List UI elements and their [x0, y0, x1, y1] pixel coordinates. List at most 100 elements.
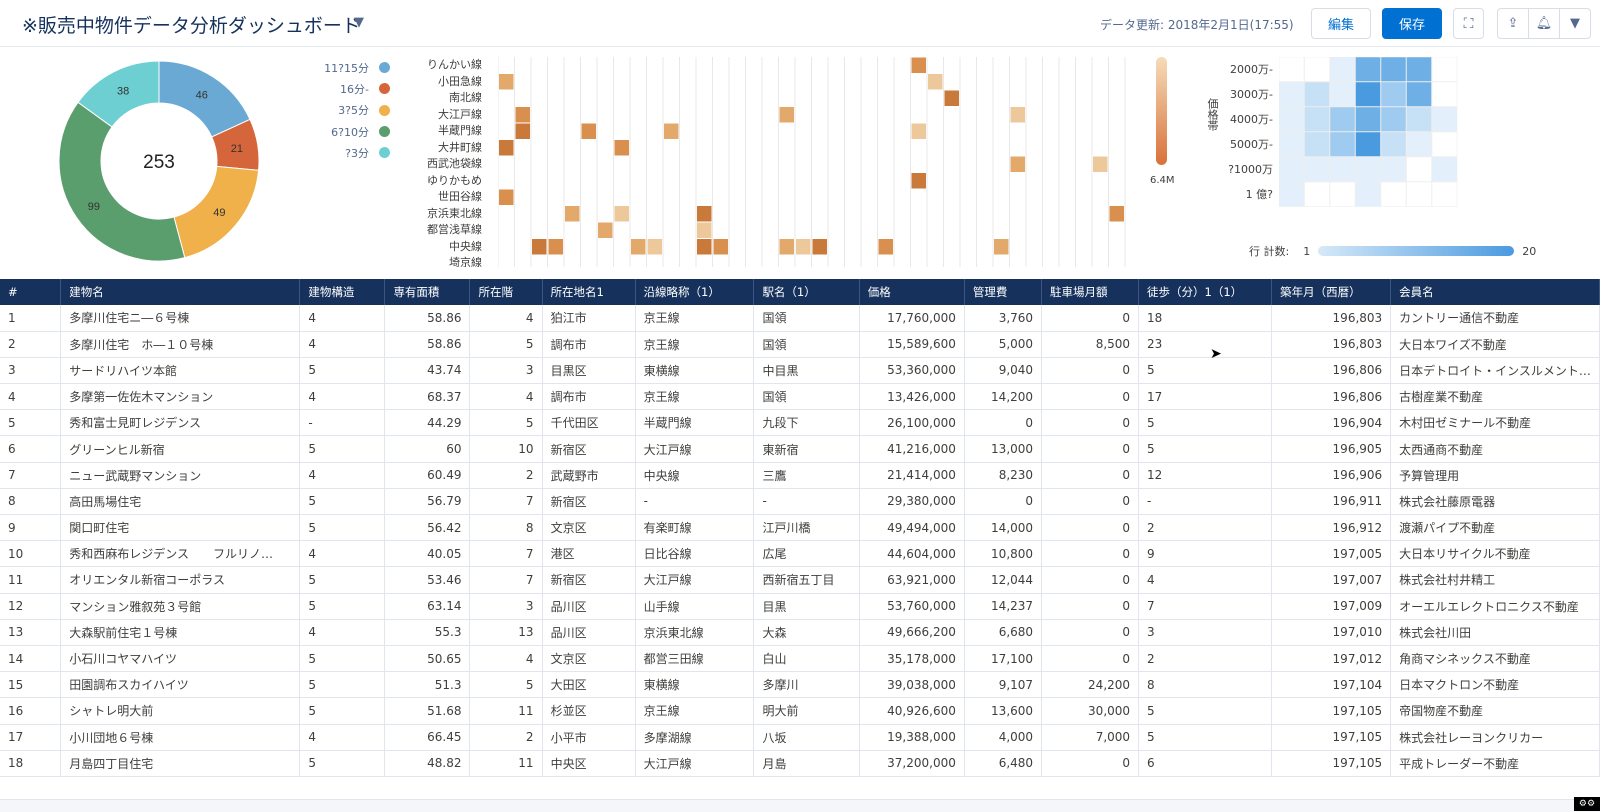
price-heatmap-cell[interactable]	[1329, 81, 1356, 107]
price-heatmap-cell[interactable]	[1329, 156, 1356, 182]
price-heatmap-cell[interactable]	[1380, 106, 1407, 132]
line-heatmap-cell[interactable]	[548, 239, 564, 255]
price-heatmap-cell[interactable]	[1355, 57, 1381, 82]
line-heatmap-cell[interactable]	[631, 239, 646, 255]
column-header[interactable]: 建物構造	[299, 279, 386, 305]
table-row[interactable]: 7 ニュー武蔵野マンション 4 60.49 2 武蔵野市 中央線 三鷹 21,414,000 8,…	[0, 462, 1600, 489]
settings-corner-icon[interactable]: ⚙⚙	[1574, 797, 1600, 811]
price-heatmap-cell[interactable]	[1406, 156, 1432, 182]
table-row[interactable]: 12 マンション雅叙苑３号館 5 63.14 3 品川区 山手線 目黒 53,760,000 14…	[0, 593, 1600, 620]
price-heatmap-cell[interactable]	[1431, 156, 1458, 182]
line-heatmap-cell[interactable]	[911, 173, 927, 189]
edit-button[interactable]: 編集	[1311, 8, 1371, 39]
column-header[interactable]: 建物名	[60, 279, 301, 305]
line-heatmap-cell[interactable]	[647, 239, 663, 255]
price-heatmap-cell[interactable]	[1380, 181, 1407, 207]
price-heatmap-cell[interactable]	[1304, 131, 1330, 157]
price-heatmap-cell[interactable]	[1355, 81, 1381, 107]
legend-item[interactable]: ?3分	[310, 142, 390, 163]
price-heatmap-cell[interactable]	[1279, 106, 1305, 132]
property-table-container[interactable]: # 建物名 建物構造 専有面積 所在階 所在地名1 沿線略称（1） 駅名（1） 価格 管理費 駐車場…	[0, 279, 1600, 799]
table-row[interactable]: 11 オリエンタル新宿コーポラス 5 53.46 7 新宿区 大江戸線 西新宿五丁目 63,92…	[0, 566, 1600, 594]
price-heatmap-cell[interactable]	[1355, 106, 1381, 132]
table-row[interactable]: 8 高田馬場住宅 5 56.79 7 新宿区 - -29,380,000 0 0-196,911 株…	[0, 488, 1600, 516]
line-heatmap-cell[interactable]	[779, 107, 795, 123]
donut-slice[interactable]	[58, 101, 186, 262]
table-row[interactable]: 5 秀和富士見町レジデンス -44.29 5 千代田区 半蔵門線 九段下 26,100,000…	[0, 409, 1600, 437]
price-heatmap-cell[interactable]	[1304, 81, 1330, 107]
line-heatmap-cell[interactable]	[598, 222, 613, 239]
donut-slice[interactable]	[77, 60, 160, 128]
price-heatmap-cell[interactable]	[1279, 131, 1305, 157]
table-row[interactable]: 16 シャトレ明大前 5 51.68 11 杉並区 京王線 明大前 40,926,600 13,6…	[0, 697, 1600, 725]
line-heatmap-cell[interactable]	[994, 239, 1009, 255]
legend-item[interactable]: 16分-	[310, 78, 390, 99]
column-header[interactable]: 所在地名1	[542, 279, 636, 305]
line-heatmap-cell[interactable]	[697, 206, 712, 222]
price-heatmap-cell[interactable]	[1329, 57, 1356, 82]
bottom-scrollbar[interactable]	[0, 799, 1600, 812]
line-heatmap-cell[interactable]	[515, 123, 531, 140]
price-heatmap-cell[interactable]	[1304, 156, 1330, 182]
price-heatmap-cell[interactable]	[1279, 156, 1305, 182]
table-row[interactable]: 6 グリーンヒル新宿 5 60 10 新宿区 大江戸線 東新宿 41,216,000 13,000…	[0, 435, 1600, 463]
line-heatmap-cell[interactable]	[1010, 107, 1026, 123]
price-heatmap-cell[interactable]	[1431, 81, 1458, 107]
price-heatmap-cell[interactable]	[1380, 131, 1407, 157]
table-row[interactable]: 10 秀和西麻布レジデンス フルリノ… 4 40.05 7 港区 日比谷線 広尾 44,604,…	[0, 540, 1600, 568]
table-row[interactable]: 18 月島四丁目住宅 5 48.82 11 中央区 大江戸線 月島 37,200,000 6,48…	[0, 750, 1600, 777]
line-heatmap-cell[interactable]	[499, 189, 514, 206]
column-header[interactable]: 築年月（西暦）	[1271, 279, 1392, 305]
line-heatmap-cell[interactable]	[581, 123, 597, 140]
price-heatmap-cell[interactable]	[1355, 156, 1381, 182]
line-heatmap-cell[interactable]	[565, 206, 580, 222]
price-heatmap-cell[interactable]	[1279, 57, 1305, 82]
table-row[interactable]: 14 小石川コヤマハイツ 5 50.65 4 文京区 都営三田線 白山 35,178,000 17…	[0, 645, 1600, 673]
price-heatmap-cell[interactable]	[1329, 106, 1356, 132]
table-row[interactable]: 15 田園調布スカイハイツ 5 51.3 5 大田区 東横線 多摩川 39,038,000 9,1…	[0, 671, 1600, 699]
price-heatmap-cell[interactable]	[1304, 106, 1330, 132]
legend-item[interactable]: 11?15分	[310, 57, 390, 78]
line-heatmap-cell[interactable]	[812, 239, 828, 255]
legend-item[interactable]: 6?10分	[310, 121, 390, 142]
price-heatmap-cell[interactable]	[1279, 181, 1305, 207]
price-heatmap-cell[interactable]	[1406, 81, 1432, 107]
line-heatmap-cell[interactable]	[713, 239, 729, 255]
line-heatmap-cell[interactable]	[878, 239, 894, 255]
legend-item[interactable]: 3?5分	[310, 100, 390, 121]
price-heatmap-cell[interactable]	[1355, 181, 1381, 207]
column-header[interactable]: 管理費	[964, 279, 1043, 305]
line-heatmap-cell[interactable]	[1010, 156, 1026, 173]
table-row[interactable]: 9 関口町住宅 5 56.42 8 文京区 有楽町線 江戸川橋 49,494,000 14,000…	[0, 514, 1600, 542]
price-heatmap-cell[interactable]	[1431, 131, 1458, 157]
table-row[interactable]: 4 多摩第一佐佐木マンション 4 68.37 4 調布市 京王線 国領 13,426,000 14…	[0, 383, 1600, 411]
column-header[interactable]: 専有面積	[384, 279, 471, 305]
price-heatmap-cell[interactable]	[1279, 81, 1305, 107]
line-heatmap-cell[interactable]	[515, 107, 531, 123]
line-heatmap-cell[interactable]	[697, 222, 712, 239]
line-heatmap-cell[interactable]	[697, 239, 712, 255]
column-header[interactable]: 会員名	[1390, 279, 1600, 305]
share-icon[interactable]: ⇪	[1498, 9, 1529, 38]
price-heatmap-cell[interactable]	[1431, 57, 1458, 82]
line-heatmap-cell[interactable]	[499, 74, 514, 90]
price-heatmap-cell[interactable]	[1406, 106, 1432, 132]
line-heatmap-cell[interactable]	[614, 206, 630, 222]
line-heatmap-cell[interactable]	[614, 140, 630, 156]
column-header[interactable]: #	[0, 279, 62, 305]
table-row[interactable]: 3 サードリハイツ本館 5 43.74 3 目黒区 東横線 中目黒 53,360,000 9,04…	[0, 357, 1600, 385]
line-heatmap-cell[interactable]	[911, 123, 927, 140]
line-heatmap-cell[interactable]	[532, 239, 547, 255]
price-heatmap-cell[interactable]	[1406, 131, 1432, 157]
column-header[interactable]: 価格	[859, 279, 965, 305]
price-heatmap-cell[interactable]	[1304, 181, 1330, 207]
line-heatmap-cell[interactable]	[1109, 206, 1125, 222]
line-heatmap-cell[interactable]	[911, 57, 927, 74]
price-heatmap-cell[interactable]	[1406, 181, 1432, 207]
price-heatmap-cell[interactable]	[1380, 81, 1407, 107]
column-header[interactable]: 沿線略称（1）	[635, 279, 755, 305]
column-header[interactable]: 徒歩（分）1（1）	[1138, 279, 1273, 305]
table-row[interactable]: 1 多摩川住宅ニ―６号棟 4 58.86 4 狛江市 京王線 国領 17,760,000 3,76…	[0, 305, 1600, 332]
line-heatmap-cell[interactable]	[1093, 156, 1108, 173]
bell-icon[interactable]: 🔔︎	[1529, 9, 1560, 38]
